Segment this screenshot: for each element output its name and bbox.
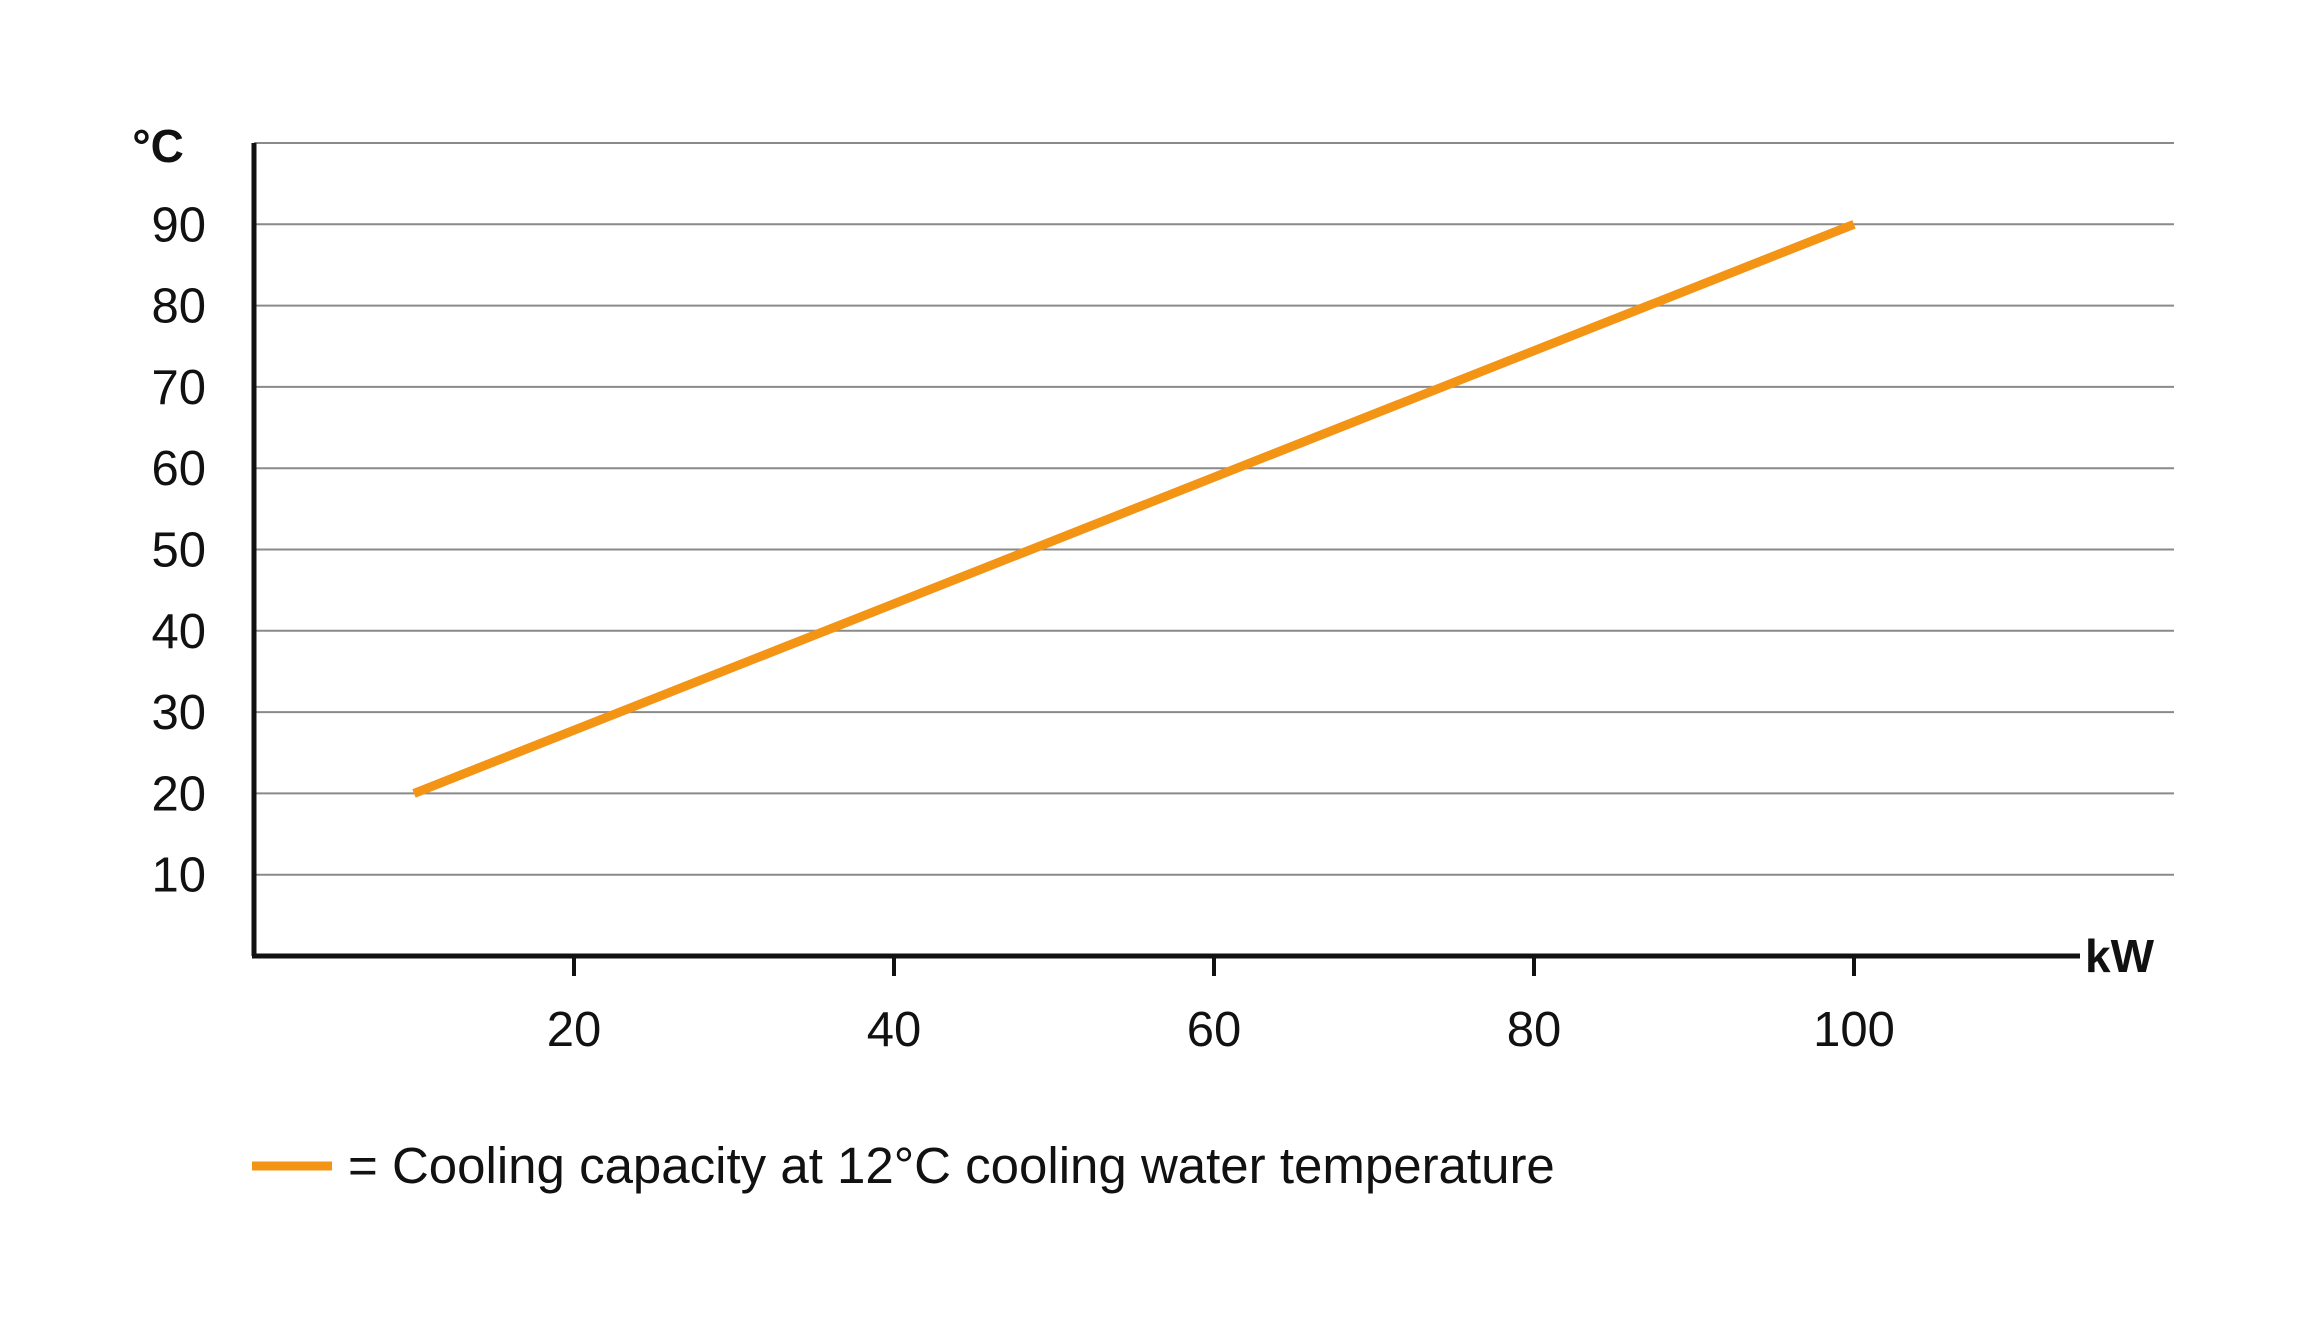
x-tick-label-60: 60 bbox=[1187, 1003, 1242, 1057]
legend-label: = Cooling capacity at 12°C cooling water… bbox=[348, 1137, 1555, 1194]
y-axis-unit-label: °C bbox=[132, 120, 184, 172]
x-axis-ticks bbox=[572, 956, 1856, 976]
y-tick-label-30: 30 bbox=[151, 686, 206, 740]
x-axis-unit-label: kW bbox=[2085, 930, 2155, 982]
x-tick-label-20: 20 bbox=[547, 1003, 602, 1057]
y-tick-label-20: 20 bbox=[151, 767, 206, 821]
x-tick-label-100: 100 bbox=[1813, 1003, 1895, 1057]
y-tick-label-40: 40 bbox=[151, 605, 206, 659]
y-tick-label-10: 10 bbox=[151, 849, 206, 903]
gridlines bbox=[254, 142, 2174, 876]
y-axis-tick-labels: 10 20 30 40 50 60 70 80 90 bbox=[151, 198, 206, 902]
y-tick-label-50: 50 bbox=[151, 524, 206, 578]
y-tick-label-70: 70 bbox=[151, 361, 206, 415]
x-tick-label-80: 80 bbox=[1507, 1003, 1562, 1057]
x-tick-label-40: 40 bbox=[867, 1003, 922, 1057]
series-line-0 bbox=[412, 220, 1856, 798]
y-tick-label-90: 90 bbox=[151, 198, 206, 252]
series-group bbox=[412, 220, 1856, 798]
y-tick-label-80: 80 bbox=[151, 280, 206, 334]
y-tick-label-60: 60 bbox=[151, 442, 206, 496]
x-axis-tick-labels: 20 40 60 80 100 bbox=[547, 1003, 1895, 1057]
